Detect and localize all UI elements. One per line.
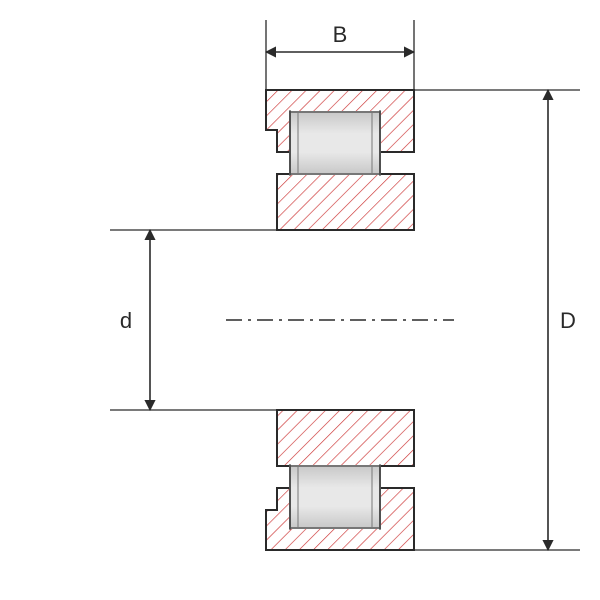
- label-B: B: [333, 22, 348, 47]
- bearing-cross-section-diagram: B d D: [0, 0, 600, 600]
- dimension-d: d: [110, 230, 277, 410]
- roller-top: [290, 110, 380, 176]
- label-d: d: [120, 308, 132, 333]
- roller-bottom: [290, 464, 380, 530]
- dimension-B: B: [266, 20, 414, 90]
- label-D: D: [560, 308, 576, 333]
- dimension-D: D: [414, 90, 580, 550]
